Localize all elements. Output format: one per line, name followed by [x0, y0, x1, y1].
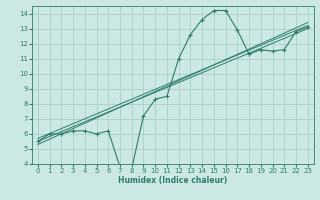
X-axis label: Humidex (Indice chaleur): Humidex (Indice chaleur) [118, 176, 228, 185]
